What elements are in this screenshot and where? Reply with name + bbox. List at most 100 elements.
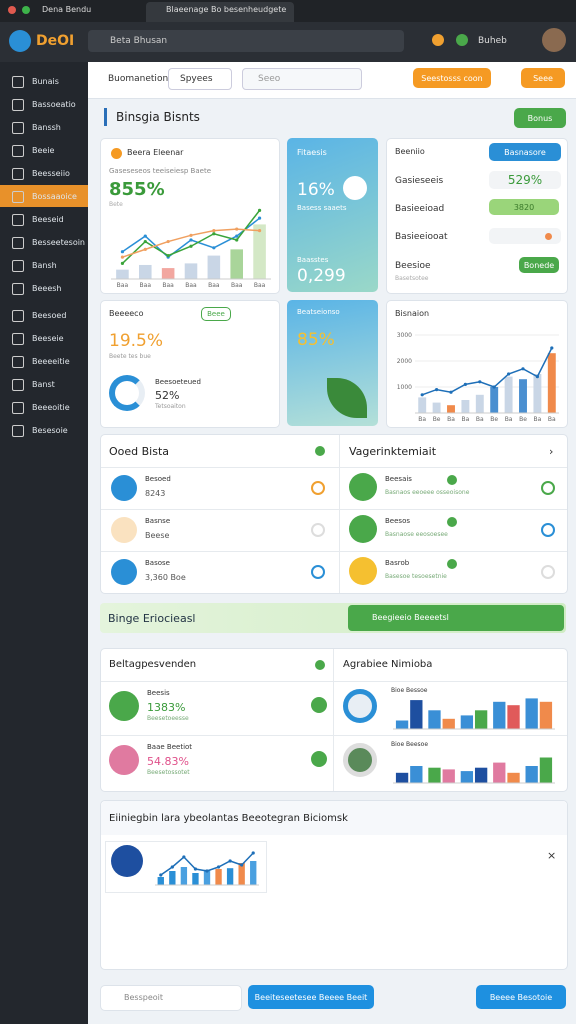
y-tick-label: 1000 [397,384,412,391]
button[interactable]: Bonus [514,108,566,128]
point [521,367,525,371]
list-title: Ooed Bista [109,445,170,458]
list-title: Beltagpesvenden [109,659,197,670]
toolbar: Buomanetion Spyees Seeo Seestosss coon S… [88,62,576,99]
card-note: Baasstes [297,256,329,264]
button[interactable]: Beeee Besotoie [476,985,566,1009]
point [507,372,511,376]
nav-item[interactable]: Bansh [32,260,57,270]
point [535,375,539,379]
bar [525,698,538,729]
nav-item[interactable]: Beeeeitie [32,356,70,366]
nav-item[interactable]: Banssh [32,122,61,132]
bar [395,772,409,783]
x-tick-label: Baa [208,282,220,289]
nav-item[interactable]: Beesoed [32,310,67,320]
point [216,865,221,869]
card-subtitle: Gaseseseos teeiseiesp Baete [109,167,212,175]
bar [169,871,176,885]
card-title: Beeniio [395,147,425,156]
app-header: DeOI Beta Bhusan Buheb [0,22,576,62]
nav-item[interactable]: Beeie [32,145,55,155]
point [159,873,163,877]
point [235,238,239,242]
row-label: Beesioe [395,261,431,271]
row-sub: Basnaos eeoeee osseoisone [385,489,470,496]
x-tick-label: Ba [534,416,542,423]
point [120,255,125,259]
button[interactable]: Seee [521,68,565,88]
check [447,475,457,485]
bar [253,224,266,279]
note: Tetsoaiton [155,403,186,410]
row-icon [109,745,139,775]
nav-item[interactable]: Beeeoitie [32,402,70,412]
point [235,227,239,231]
point [189,238,193,242]
bar-chart [393,698,555,730]
search-text: Beta Bhusan [110,36,168,46]
row-name: Basnse [145,517,171,525]
list-title: Vagerinktemiait [349,445,437,458]
nav-item[interactable]: Beeseie [32,333,64,343]
row-value: 3820 [489,199,559,215]
nav-item[interactable]: Bunais [32,76,59,86]
nav-item[interactable]: Besseetesoin [32,237,86,247]
row-icon [349,557,377,585]
bar [539,757,553,783]
nav-icon [12,260,24,272]
button[interactable]: Beeiteseetesee Beeee Beeit [248,985,374,1009]
x-tick-label: Ba [476,416,484,423]
bar [432,402,441,413]
point [143,247,147,251]
card-title: Beera Eleenar [127,148,184,157]
x-tick-label: Ba [505,416,513,423]
tab[interactable]: Dena Bendu [42,5,92,14]
button[interactable]: Seestosss coon [413,68,491,88]
card-value: 16% [297,180,335,200]
point [120,250,125,254]
panel: Eiiniegbin lara ybeolantas Beeotegran Bi… [100,800,568,970]
point [143,234,147,238]
section-title: Binsgia Bisnts [116,110,200,124]
nav-icon [12,214,24,226]
row-icon [111,517,137,543]
banner-title: Binge Eriocieasl [108,612,196,625]
bar [184,263,198,279]
point [170,865,174,869]
bar [539,701,553,729]
user-name: Buheb [478,36,507,46]
point [240,863,244,867]
row-divider [334,735,567,736]
card-title: Beatseionso [297,308,340,316]
nav-item[interactable]: Beeseid [32,214,64,224]
nav-item[interactable]: Beeesh [32,283,62,293]
x-tick-label: Baa [231,282,243,289]
search[interactable] [100,985,242,1011]
nav-item[interactable]: Bossaaoice [0,185,88,207]
row-action [541,565,555,579]
search-box[interactable] [88,30,404,52]
point [212,246,216,250]
bar [116,269,129,279]
nav-item[interactable]: Bassoeatio [32,99,76,109]
search-text: Besspeoit [124,993,163,1002]
row-sub: Basesoe tesoesetnie [385,573,447,580]
card: Beeeeco Beee 19.5% Beete tes bue Beesoet… [100,300,280,428]
select[interactable] [168,68,232,90]
nav-item[interactable]: Beesseiio [32,168,70,178]
row-value: 1383% [147,701,186,714]
tab[interactable]: Blaeenage Bo besenheudgete [166,5,287,14]
nav-item[interactable]: Banst [32,379,55,389]
point [205,869,209,873]
nav-icon [12,425,24,437]
badge[interactable]: Basnasore [489,143,561,161]
button[interactable]: Bonede [519,257,559,273]
bar [507,705,520,729]
nav-item[interactable]: Besesoie [32,425,68,435]
card: Fitaesis 16% Basess saaets Baasstes 0,29… [287,138,378,292]
point [257,216,262,220]
card: Bisnaion 1000 2000 3000 Ba Be Ba Ba Ba Be Ba Be Ba B… [386,300,568,428]
banner-button[interactable] [348,605,564,631]
search[interactable] [242,68,362,90]
